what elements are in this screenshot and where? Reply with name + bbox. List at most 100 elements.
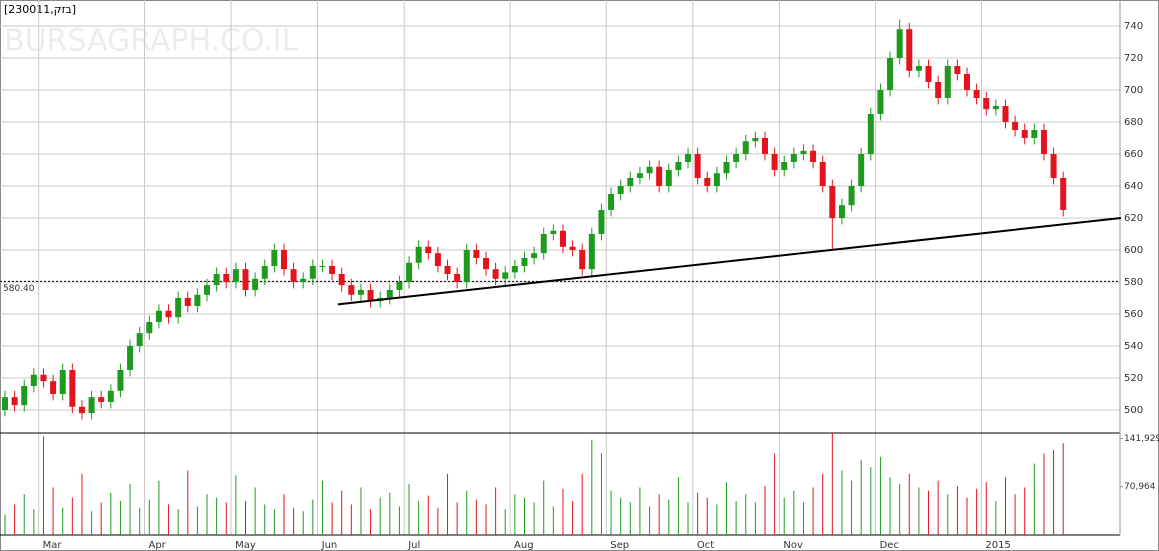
candle-body — [646, 166, 653, 174]
candle-body — [531, 253, 538, 258]
candle-body — [463, 249, 470, 282]
y-tick-label: 580 — [1124, 277, 1143, 288]
y-tick-label: 680 — [1124, 117, 1143, 128]
candle-body — [675, 161, 682, 170]
candle-body — [973, 89, 980, 98]
candle-body — [550, 230, 557, 234]
candle-body — [608, 193, 615, 210]
x-tick-label: Jun — [321, 540, 338, 551]
candle-body — [761, 137, 768, 154]
candle-body — [867, 113, 874, 154]
candle-body — [155, 310, 162, 322]
candle-body — [935, 81, 942, 98]
candle-body — [781, 161, 788, 170]
candle-body — [21, 385, 28, 406]
candle-body — [733, 153, 740, 162]
candle-body — [146, 321, 153, 334]
candle-body — [887, 57, 894, 90]
chart-title: [230011,בזק] — [4, 3, 76, 16]
candle-body — [511, 265, 518, 273]
y-tick-label: 720 — [1124, 53, 1143, 64]
candle-body — [694, 153, 701, 178]
candle-body — [348, 285, 355, 295]
candle-body — [319, 265, 326, 267]
candle-body — [704, 177, 711, 186]
x-tick-label: Apr — [148, 540, 166, 551]
watermark: BURSAGRAPH.CO.IL — [4, 24, 299, 59]
x-tick-label: Oct — [697, 540, 714, 551]
candle-body — [723, 161, 730, 174]
candle-body — [271, 249, 278, 266]
candle-body — [983, 97, 990, 110]
candle-body — [50, 381, 57, 394]
candle-body — [88, 397, 95, 414]
candle-body — [329, 265, 336, 274]
candle-body — [896, 29, 903, 58]
candle-body — [790, 153, 797, 162]
candle-body — [483, 257, 489, 270]
candle-body — [685, 153, 692, 162]
candle-body — [944, 65, 951, 98]
y-tick-label: 640 — [1124, 181, 1143, 192]
x-tick-label: Mar — [43, 540, 63, 551]
candle-body — [386, 289, 393, 298]
candle-body — [290, 269, 297, 282]
candle-body — [915, 65, 922, 71]
y-tick-label: 740 — [1124, 21, 1143, 32]
candle-body — [492, 269, 499, 279]
candle-body — [964, 73, 970, 90]
y-tick-label: 520 — [1124, 373, 1143, 384]
candle-body — [819, 161, 826, 186]
candle-body — [838, 205, 845, 218]
x-tick-label: Aug — [514, 540, 534, 551]
candle-body — [598, 209, 605, 234]
candle-body — [117, 369, 124, 391]
candle-body — [858, 153, 865, 186]
candle-body — [1002, 105, 1009, 122]
candle-body — [540, 233, 547, 254]
y-tick-label: 560 — [1124, 309, 1143, 320]
candle-body — [473, 249, 480, 258]
candle-body — [184, 297, 191, 306]
candle-body — [925, 65, 932, 82]
x-tick-label: Nov — [783, 540, 803, 551]
candle-body — [434, 253, 441, 266]
candle-body — [338, 273, 345, 286]
candle-body — [40, 374, 47, 382]
candle-body — [242, 269, 249, 290]
reference-label: 580.40 — [3, 284, 35, 294]
candle-body — [1012, 121, 1019, 130]
candle-body — [107, 390, 114, 402]
candle-body — [829, 185, 836, 218]
candle-body — [415, 246, 422, 263]
candle-body — [136, 333, 143, 346]
candle-body — [848, 185, 855, 206]
candle-body — [396, 281, 403, 290]
candle-body — [127, 345, 134, 370]
candle-body — [11, 397, 18, 406]
candle-body — [992, 105, 999, 110]
candle-body — [309, 265, 316, 279]
x-tick-label: May — [235, 540, 256, 551]
candle-body — [232, 269, 239, 282]
y-tick-label: 700 — [1124, 85, 1143, 96]
candle-body — [252, 278, 259, 290]
candle-body — [742, 141, 749, 154]
y-tick-label: 660 — [1124, 149, 1143, 160]
candle-body — [954, 65, 961, 74]
candle-body — [78, 406, 85, 414]
candle-body — [165, 310, 172, 318]
candle-body — [2, 397, 8, 410]
candle-body — [579, 249, 586, 270]
candle-body — [1031, 129, 1038, 138]
y-tick-label: 540 — [1124, 341, 1143, 352]
candle-body — [454, 273, 461, 282]
candle-body — [627, 177, 634, 186]
candle-body — [194, 294, 201, 306]
candle-body — [261, 265, 268, 279]
candle-body — [588, 233, 595, 270]
candle-body — [559, 230, 566, 247]
candle-body — [175, 297, 182, 318]
